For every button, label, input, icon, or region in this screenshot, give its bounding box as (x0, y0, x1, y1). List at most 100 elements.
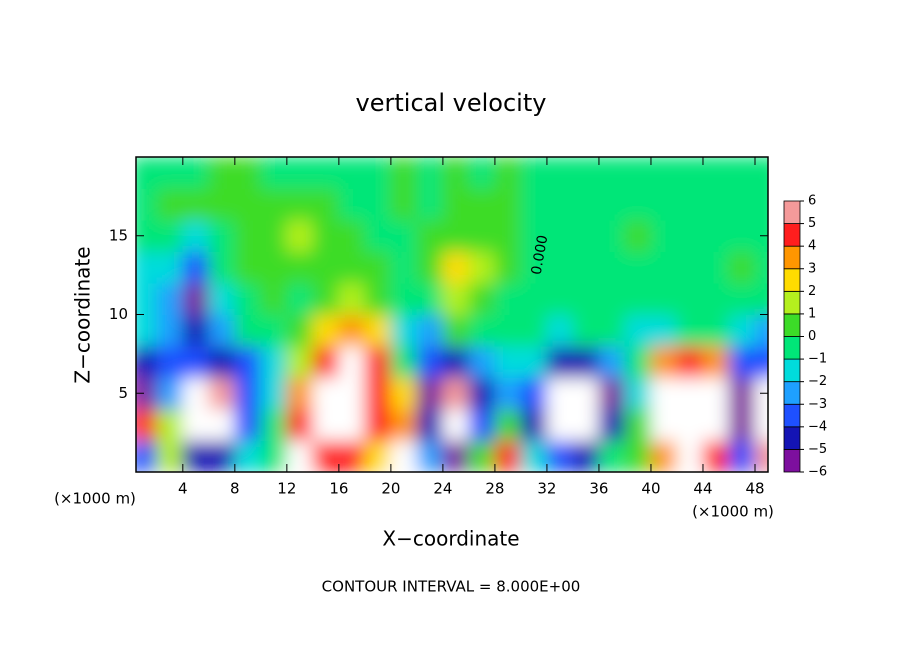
field-cell (468, 251, 496, 284)
field-cell (754, 282, 768, 315)
field-cell (312, 219, 340, 252)
field-cell (468, 314, 496, 347)
field-cell (468, 188, 496, 221)
field-cell (754, 440, 768, 472)
field-cell (520, 251, 548, 284)
y-tick-label: 15 (109, 226, 128, 244)
field-cell (286, 251, 314, 284)
field-cell (208, 408, 236, 441)
field-cell (260, 157, 288, 189)
field-cell (286, 157, 314, 189)
field-cell (624, 345, 652, 378)
field-cell (468, 408, 496, 441)
colorbar-box (783, 403, 801, 428)
field-cell (650, 314, 678, 347)
field-cell (520, 377, 548, 410)
field-cell (494, 188, 522, 221)
field-cell (494, 282, 522, 315)
field-cell (598, 440, 626, 472)
field-cell (520, 157, 548, 189)
field-cell (572, 219, 600, 252)
field-cell (416, 345, 444, 378)
field-cell (260, 440, 288, 472)
field-cell (728, 345, 756, 378)
field-cell (624, 314, 652, 347)
field-cell (624, 157, 652, 189)
field-cell (442, 314, 470, 347)
field-cell (390, 408, 418, 441)
field-cell (546, 251, 574, 284)
field-cell (754, 251, 768, 284)
field-cell (136, 345, 158, 378)
x-tick-label: 16 (329, 480, 348, 498)
y-tick-label: 5 (118, 384, 128, 402)
field-cell (702, 314, 730, 347)
x-axis-label: X−coordinate (382, 527, 519, 551)
field-cell (754, 314, 768, 347)
field (136, 157, 768, 472)
field-cell (650, 345, 678, 378)
field-cell (260, 219, 288, 252)
field-cell (234, 157, 262, 189)
field-cell (728, 251, 756, 284)
field-cell (156, 377, 184, 410)
field-cell (650, 408, 678, 441)
field-cell (208, 440, 236, 472)
field-cell (650, 188, 678, 221)
y-axis-label: Z−coordinate (71, 246, 95, 383)
field-cell (416, 251, 444, 284)
field-cell (650, 251, 678, 284)
field-cell (676, 345, 704, 378)
field-cell (442, 157, 470, 189)
field-cell (182, 345, 210, 378)
field-cell (702, 219, 730, 252)
field-cell (390, 282, 418, 315)
field-cell (520, 408, 548, 441)
field-cell (416, 188, 444, 221)
field-cell (338, 157, 366, 189)
field-cell (136, 440, 158, 472)
field-cell (546, 345, 574, 378)
y-tick-label: 10 (109, 305, 128, 323)
field-cell (520, 219, 548, 252)
field-cell (364, 157, 392, 189)
field-cell (546, 314, 574, 347)
field-cell (676, 219, 704, 252)
field-cell (754, 157, 768, 189)
field-cell (572, 314, 600, 347)
colorbar-label: 4 (808, 239, 816, 254)
field-cell (364, 219, 392, 252)
x-unit-label: (×1000 m) (54, 490, 136, 508)
field-cell (728, 282, 756, 315)
field-cell (728, 219, 756, 252)
field-cell (702, 440, 730, 472)
field-cell (208, 188, 236, 221)
field-cell (598, 377, 626, 410)
field-cell (390, 188, 418, 221)
field-cell (234, 440, 262, 472)
x-tick-label: 12 (277, 480, 296, 498)
field-cell (286, 440, 314, 472)
field-cell (702, 157, 730, 189)
field-cell (546, 219, 574, 252)
field-cell (598, 408, 626, 441)
field-cell (494, 157, 522, 189)
field-cell (208, 377, 236, 410)
field-cell (416, 440, 444, 472)
field-cell (156, 440, 184, 472)
x-unit-label: (×1000 m) (692, 503, 774, 521)
field-cell (702, 377, 730, 410)
field-cell (312, 314, 340, 347)
field-cell (312, 251, 340, 284)
cells (136, 157, 768, 472)
colorbar-label: −2 (808, 374, 827, 389)
field-cell (598, 219, 626, 252)
chart-title: vertical velocity (356, 89, 547, 117)
field-cell (624, 188, 652, 221)
field-cell (702, 251, 730, 284)
field-cell (182, 440, 210, 472)
field-cell (442, 345, 470, 378)
field-cell (676, 282, 704, 315)
field-cell (338, 345, 366, 378)
field-cell (338, 251, 366, 284)
